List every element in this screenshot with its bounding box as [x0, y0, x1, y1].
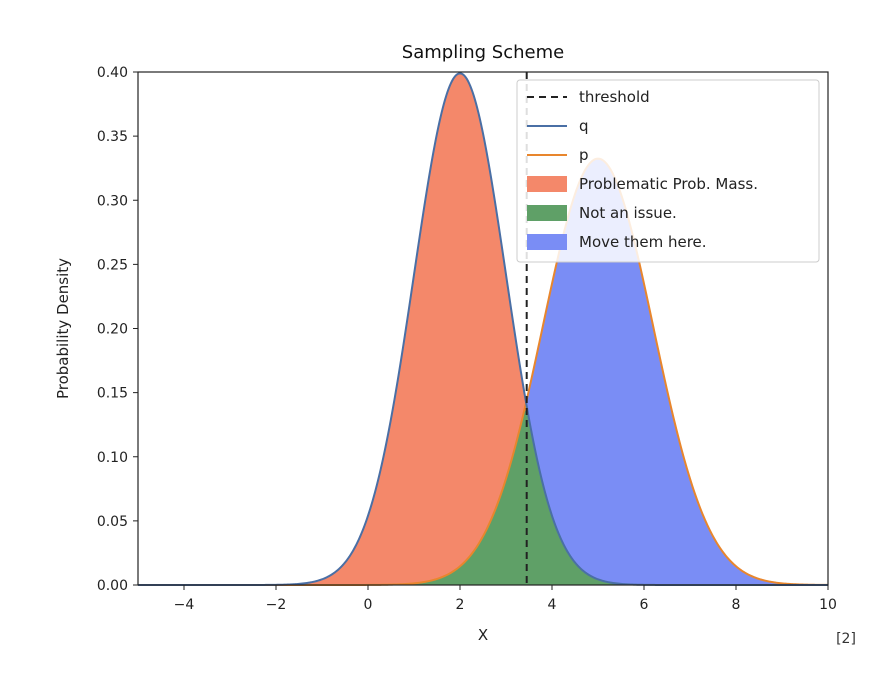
y-tick-label: 0.40	[97, 65, 128, 81]
x-tick-label: 10	[819, 597, 837, 613]
legend-item: Problematic Prob. Mass.	[527, 175, 758, 193]
legend-item: p	[527, 146, 589, 164]
legend-label: threshold	[579, 88, 650, 106]
legend-swatch	[527, 205, 567, 221]
legend-label: Problematic Prob. Mass.	[579, 175, 758, 193]
x-tick-label: 2	[456, 597, 465, 613]
legend-swatch	[527, 176, 567, 192]
y-tick-label: 0.05	[97, 514, 128, 530]
legend-swatch	[527, 234, 567, 250]
y-tick-label: 0.25	[97, 257, 128, 273]
x-tick-label: 0	[364, 597, 373, 613]
region-problematic	[138, 73, 527, 586]
x-tick-label: −2	[266, 597, 287, 613]
legend-item: Move them here.	[527, 233, 707, 251]
filled-regions	[138, 73, 828, 586]
y-tick-label: 0.00	[97, 578, 128, 594]
x-tick-label: 8	[732, 597, 741, 613]
chart-title: Sampling Scheme	[402, 42, 564, 63]
legend-item: q	[527, 117, 589, 135]
y-tick-label: 0.15	[97, 386, 128, 402]
y-tick-label: 0.10	[97, 450, 128, 466]
y-tick-label: 0.35	[97, 129, 128, 145]
y-tick-label: 0.20	[97, 322, 128, 338]
region-move-here	[526, 158, 828, 585]
x-axis-label: X	[478, 626, 488, 644]
legend-item: Not an issue.	[527, 204, 677, 222]
y-tick-label: 0.30	[97, 193, 128, 209]
legend-label: Not an issue.	[579, 204, 677, 222]
axes: −4 −2 0 2 4 6 8 10 0.00 0.05 0.10 0.15 0.20 0.25 0.30 0…	[97, 65, 837, 613]
reference-label: [2]	[836, 631, 856, 647]
x-tick-label: 6	[640, 597, 649, 613]
legend-label: p	[579, 146, 589, 164]
y-axis-label: Probability Density	[54, 258, 72, 399]
x-tick-label: −4	[174, 597, 195, 613]
legend-label: Move them here.	[579, 233, 707, 251]
legend-label: q	[579, 117, 589, 135]
legend-item: threshold	[527, 88, 650, 106]
x-tick-label: 4	[548, 597, 557, 613]
legend-box	[516, 79, 820, 263]
region-not-an-issue	[138, 409, 828, 585]
legend: threshold qp Problematic Prob. Mass. Not an…	[516, 79, 820, 263]
